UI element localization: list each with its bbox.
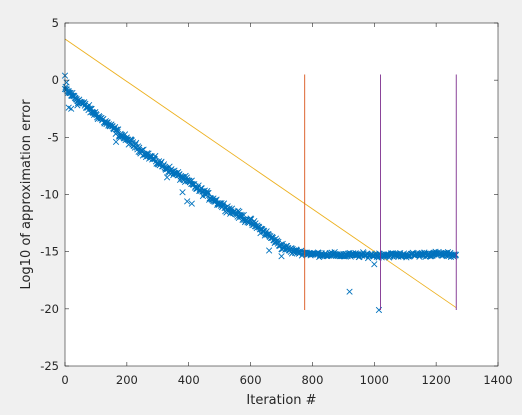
data-point: [74, 102, 81, 109]
data-point: [115, 126, 122, 133]
x-tick-label: 1000: [360, 373, 389, 387]
x-tick-label: 0: [61, 373, 68, 387]
data-point: [188, 200, 195, 207]
y-tick-label: -20: [40, 302, 59, 316]
fit-line: [64, 38, 457, 309]
y-axis-label: Log10 of approximation error: [19, 99, 34, 290]
data-point: [112, 138, 120, 146]
data-point: [152, 152, 159, 160]
axes: 0 200 400 600 800 1000 1200 1400 -25 -20 -15 -10 -5 0…: [40, 16, 512, 387]
data-point: [371, 261, 378, 268]
data-point: [418, 251, 425, 258]
x-tick-label: 200: [116, 373, 138, 387]
y-tick-label: -15: [40, 245, 59, 259]
data-point: [233, 210, 240, 217]
data-point: [68, 105, 75, 112]
data-point: [121, 131, 129, 138]
y-tick-label: 0: [52, 73, 59, 87]
x-tick-label: 800: [301, 373, 323, 387]
data-point: [63, 79, 70, 86]
data-point: [184, 198, 191, 205]
data-point: [205, 189, 212, 197]
data-point: [114, 128, 121, 135]
data-point: [179, 189, 186, 196]
chart-marks: [61, 38, 460, 314]
x-tick-label: 400: [178, 373, 200, 387]
data-point: [346, 288, 353, 295]
y-tick-label: 5: [52, 16, 59, 30]
data-point: [278, 253, 285, 260]
y-tick-label: -5: [48, 130, 59, 144]
plot-area: [65, 23, 498, 366]
x-tick-label: 1400: [483, 373, 512, 387]
data-point: [450, 251, 457, 258]
y-tick-label: -10: [40, 188, 59, 202]
y-tick-label: -25: [40, 359, 59, 373]
x-axis-label: Iteration #: [246, 393, 316, 408]
data-point: [266, 247, 273, 254]
x-tick-label: 600: [240, 373, 262, 387]
x-tick-label: 1200: [422, 373, 451, 387]
data-point: [163, 174, 171, 181]
data-point: [203, 189, 210, 197]
